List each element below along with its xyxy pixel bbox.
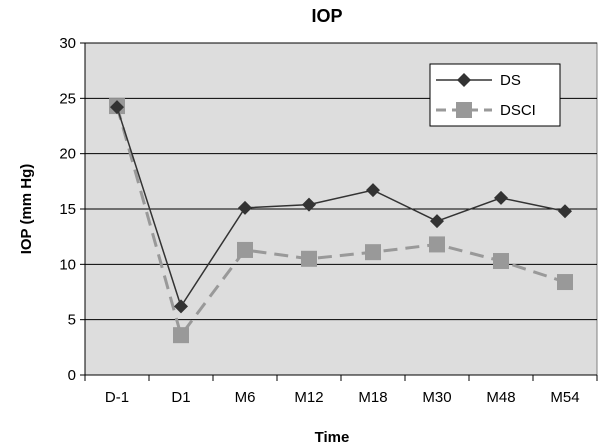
legend-marker-dsci	[456, 102, 472, 118]
legend: DS DSCI	[429, 63, 561, 127]
x-axis-title: Time	[315, 429, 350, 446]
x-axis-ticks: D-1 D1 M6 M12 M18 M30 M48 M54	[84, 375, 598, 406]
series-dsci	[109, 98, 573, 344]
data-point-ds	[366, 183, 380, 198]
data-point-dsci	[429, 236, 445, 253]
y-tick-label: 20	[59, 146, 76, 163]
data-point-dsci	[557, 274, 573, 291]
data-point-ds	[494, 190, 508, 205]
data-point-dsci	[493, 253, 509, 270]
x-tick-label: M30	[422, 389, 451, 406]
y-tick-label: 30	[59, 35, 76, 52]
y-tick-label: 15	[59, 201, 76, 218]
series-line-dsci	[115, 105, 566, 339]
data-point-ds	[110, 100, 124, 115]
data-point-dsci	[365, 244, 381, 261]
y-tick-label: 25	[59, 90, 76, 107]
data-point-ds	[174, 299, 188, 314]
y-tick-label: 5	[68, 312, 76, 329]
legend-marker-ds	[457, 73, 471, 87]
chart-title: IOP	[311, 6, 342, 26]
x-tick-label: M18	[358, 389, 387, 406]
x-tick-label: M12	[294, 389, 323, 406]
series-layer	[109, 98, 573, 344]
data-point-ds	[238, 200, 252, 215]
y-axis-ticks: 0 5 10 15 20 25 30	[59, 35, 85, 384]
data-point-dsci	[301, 250, 317, 267]
x-tick-label: D1	[171, 389, 190, 406]
data-point-dsci	[173, 327, 189, 344]
series-line-ds	[116, 106, 566, 309]
data-point-ds	[558, 204, 572, 219]
x-tick-label: M48	[486, 389, 515, 406]
y-axis-title: IOP (mm Hg)	[18, 164, 35, 255]
legend-label: DSCI	[500, 102, 536, 119]
series-ds	[110, 100, 572, 314]
data-point-ds	[302, 197, 316, 212]
x-tick-label: M54	[550, 389, 579, 406]
data-point-dsci	[237, 241, 253, 258]
gridlines	[85, 42, 597, 321]
legend-box	[429, 63, 561, 127]
legend-label: DS	[500, 72, 521, 89]
data-point-ds	[430, 214, 444, 229]
y-tick-label: 10	[59, 256, 76, 273]
x-tick-label: D-1	[105, 389, 129, 406]
x-tick-label: M6	[235, 389, 256, 406]
y-tick-label: 0	[68, 367, 76, 384]
